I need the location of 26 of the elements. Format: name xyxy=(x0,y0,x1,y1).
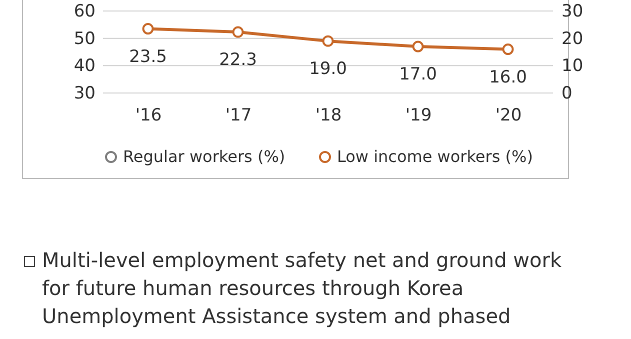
text: Multi-level employment safety net and ground work for future human resources through Korea Unemployment Assistance system and phased xyxy=(42,247,563,330)
point xyxy=(232,26,244,38)
x-tick-label: '19 xyxy=(405,106,432,126)
point xyxy=(322,35,334,47)
y2-tick-label: 10 xyxy=(562,56,584,76)
data-label: 23.5 xyxy=(129,46,167,67)
y-tick-label: 30 xyxy=(74,84,96,104)
data-label: 22.3 xyxy=(219,50,257,70)
y-tick-label: 40 xyxy=(74,56,96,76)
y2-tick-label: 0 xyxy=(562,84,572,104)
x-tick-label: '20 xyxy=(495,106,522,126)
x-tick-label: '17 xyxy=(225,106,252,126)
legend-label: Low income workers (%) xyxy=(337,147,533,166)
data-label: 19.0 xyxy=(309,59,347,80)
x-tick-label: '18 xyxy=(315,106,342,126)
y-tick-label: 60 xyxy=(74,2,96,22)
legend-label: Regular workers (%) xyxy=(123,147,286,166)
y2-tick-label: 30 xyxy=(562,2,584,22)
data-label: 17.0 xyxy=(399,64,437,85)
y2-tick-label: 20 xyxy=(562,28,584,49)
y-tick-label: 50 xyxy=(74,28,96,49)
x-tick-label: '16 xyxy=(135,106,162,126)
data-label: 16.0 xyxy=(489,67,527,88)
point xyxy=(142,23,154,34)
point xyxy=(502,44,514,55)
point xyxy=(412,40,424,52)
